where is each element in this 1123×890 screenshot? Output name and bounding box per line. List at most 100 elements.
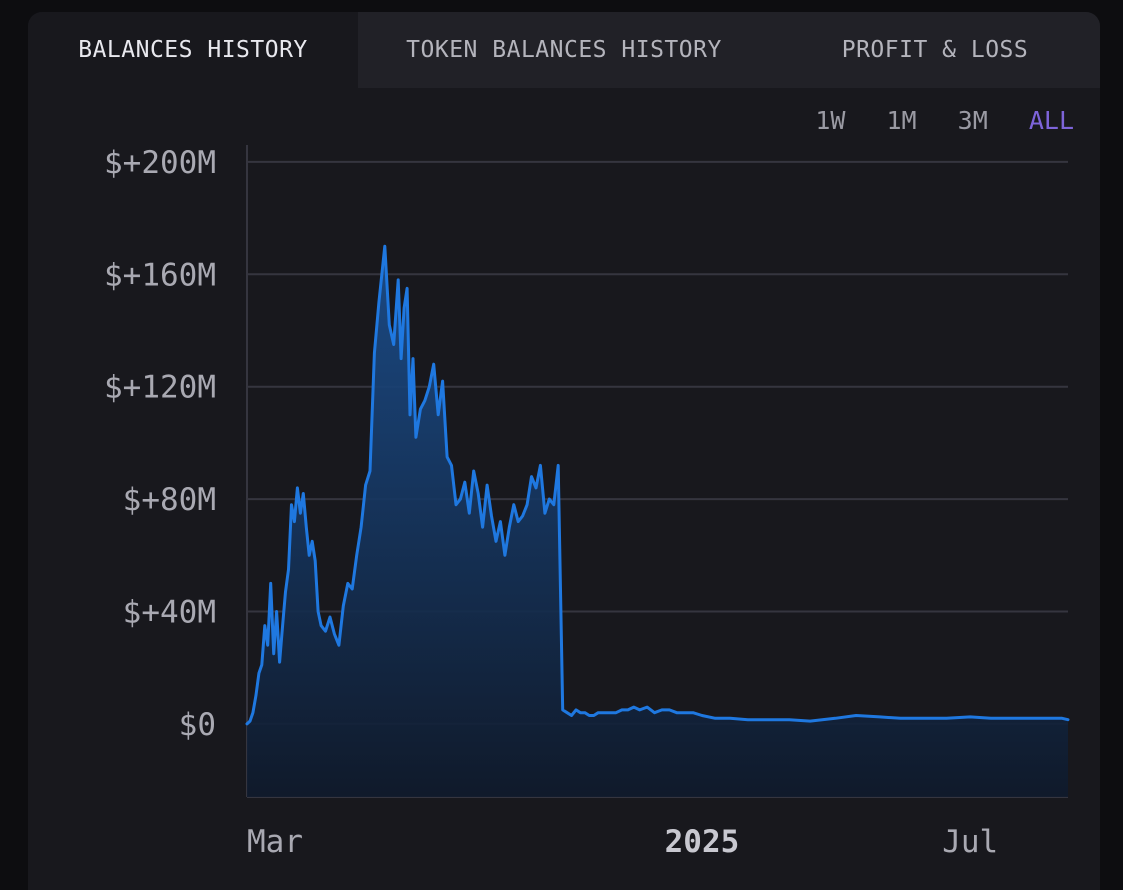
plot-area — [245, 244, 1070, 797]
data-point — [691, 711, 695, 715]
data-point — [427, 385, 431, 389]
data-point — [301, 492, 305, 496]
data-point — [507, 525, 511, 529]
data-point — [808, 719, 812, 723]
data-point — [278, 660, 282, 664]
y-tick-label: $0 — [179, 707, 216, 743]
data-point — [601, 711, 605, 715]
x-tick-label: Jul — [942, 824, 998, 860]
data-point — [272, 652, 276, 656]
data-point — [387, 323, 391, 327]
y-tick-label: $+120M — [104, 370, 216, 406]
data-point — [924, 716, 928, 720]
data-point — [408, 413, 412, 417]
data-point — [682, 711, 686, 715]
data-point — [833, 716, 837, 720]
data-point — [292, 520, 296, 524]
balance-area-fill — [247, 246, 1068, 797]
data-point — [587, 714, 591, 718]
data-point — [675, 711, 679, 715]
data-point — [423, 399, 427, 403]
data-point — [516, 520, 520, 524]
data-point — [418, 407, 422, 411]
data-point — [341, 604, 345, 608]
data-point — [298, 511, 302, 515]
y-tick-label: $+40M — [123, 595, 216, 631]
data-point — [392, 343, 396, 347]
data-point — [458, 497, 462, 501]
range-3m-button[interactable]: 3M — [957, 106, 988, 135]
balance-series-line — [245, 244, 1070, 726]
range-1m-button[interactable]: 1M — [886, 106, 917, 135]
data-point — [494, 539, 498, 543]
data-point — [498, 520, 502, 524]
data-point — [454, 503, 458, 507]
data-point — [538, 463, 542, 467]
y-axis-labels: $0 $+40M $+80M $+120M $+160M $+200M — [104, 145, 216, 743]
data-point — [667, 708, 671, 712]
data-point — [368, 469, 372, 473]
data-point — [596, 711, 600, 715]
data-point — [574, 708, 578, 712]
x-tick-label: 2025 — [665, 824, 740, 860]
data-point — [281, 624, 285, 628]
data-point — [561, 708, 565, 712]
data-point — [287, 567, 291, 571]
data-point — [260, 663, 264, 667]
data-point — [284, 590, 288, 594]
data-point — [310, 539, 314, 543]
data-point — [445, 455, 449, 459]
tab-bar: BALANCES HISTORY TOKEN BALANCES HISTORY … — [28, 12, 1100, 88]
tab-balances-history[interactable]: BALANCES HISTORY — [28, 12, 358, 88]
data-point — [485, 483, 489, 487]
data-point — [254, 694, 258, 698]
data-point — [396, 278, 400, 282]
data-point — [402, 306, 406, 310]
data-point — [787, 718, 791, 722]
data-point — [411, 357, 415, 361]
data-point — [552, 503, 556, 507]
data-point — [1060, 716, 1064, 720]
data-point — [632, 705, 636, 709]
data-point — [476, 492, 480, 496]
data-point — [534, 486, 538, 490]
data-point — [463, 480, 467, 484]
data-point — [319, 624, 323, 628]
data-point — [490, 514, 494, 518]
data-point — [556, 463, 560, 467]
data-point — [521, 514, 525, 518]
data-point — [328, 615, 332, 619]
tab-token-balances-history[interactable]: TOKEN BALANCES HISTORY — [358, 12, 770, 88]
data-point — [583, 711, 587, 715]
data-point — [316, 610, 320, 614]
range-1w-button[interactable]: 1W — [815, 106, 846, 135]
data-point — [525, 503, 529, 507]
data-point — [660, 708, 664, 712]
data-point — [610, 711, 614, 715]
tab-profit-loss[interactable]: PROFIT & LOSS — [770, 12, 1100, 88]
data-point — [854, 714, 858, 718]
data-point — [436, 413, 440, 417]
data-point — [290, 503, 294, 507]
data-point — [346, 581, 350, 585]
data-point — [605, 711, 609, 715]
data-point — [503, 553, 507, 557]
y-tick-label: $+160M — [104, 257, 216, 293]
data-point — [467, 511, 471, 515]
data-point — [899, 716, 903, 720]
x-tick-label: Mar — [247, 824, 303, 860]
data-point — [266, 643, 270, 647]
data-point — [263, 624, 267, 628]
data-point — [989, 716, 993, 720]
data-point — [512, 503, 516, 507]
data-point — [530, 475, 534, 479]
data-point — [372, 351, 376, 355]
data-point — [364, 483, 368, 487]
data-point — [592, 714, 596, 718]
y-tick-label: $+200M — [104, 145, 216, 181]
data-point — [481, 525, 485, 529]
range-all-button[interactable]: ALL — [1028, 106, 1074, 135]
data-point — [645, 705, 649, 709]
data-point — [728, 716, 732, 720]
